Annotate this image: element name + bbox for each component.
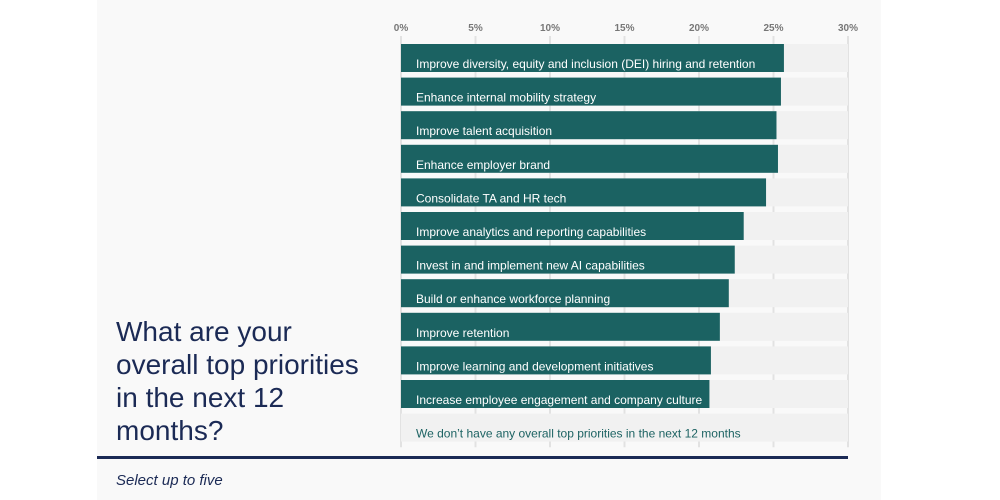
bar-label: Enhance internal mobility strategy (416, 91, 596, 105)
bar (401, 245, 735, 274)
bar-label: Enhance employer brand (416, 158, 550, 172)
bar-label: Build or enhance workforce planning (416, 292, 610, 306)
question-title: What are your overall top priorities in … (116, 316, 359, 446)
divider (97, 456, 848, 459)
bar (401, 346, 711, 375)
bar-label: We don’t have any overall top priorities… (416, 427, 741, 441)
x-tick-label: 5% (468, 23, 483, 34)
bar-label: Improve talent acquisition (416, 124, 552, 138)
bar-track (401, 413, 848, 442)
bar (401, 44, 784, 72)
bar-label: Improve analytics and reporting capabili… (416, 225, 646, 239)
bar (401, 77, 781, 106)
x-tick-label: 25% (763, 23, 783, 34)
bar (401, 111, 777, 140)
question-subtitle: Select up to five (116, 472, 223, 489)
bar (401, 312, 720, 341)
x-tick-label: 15% (614, 23, 634, 34)
bar (401, 144, 778, 173)
bar (401, 178, 767, 207)
bar (401, 380, 710, 408)
x-tick-label: 20% (689, 23, 709, 34)
bar-label: Invest in and implement new AI capabilit… (416, 259, 645, 273)
bar-label: Improve learning and development initiat… (416, 359, 653, 373)
bar (401, 212, 744, 240)
bar-label: Increase employee engagement and company… (416, 393, 703, 407)
x-tick-label: 10% (540, 23, 560, 34)
x-tick-label: 30% (838, 23, 858, 34)
bar-label: Consolidate TA and HR tech (416, 191, 566, 205)
bar-label: Improve retention (416, 326, 509, 340)
bar-label: Improve diversity, equity and inclusion … (416, 57, 755, 71)
bar (401, 279, 729, 308)
x-tick-label: 0% (394, 23, 409, 34)
